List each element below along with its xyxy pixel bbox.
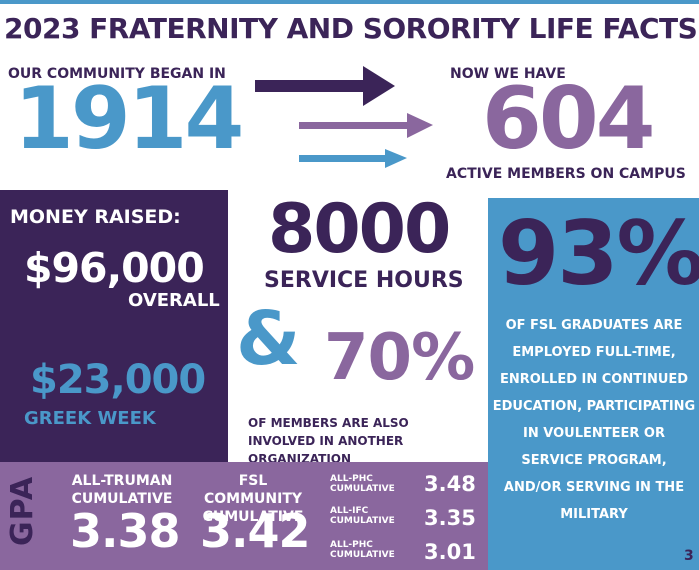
- page-title: 2023 FRATERNITY AND SORORITY LIFE FACTS: [4, 12, 698, 45]
- graduates-panel: [488, 198, 699, 570]
- gpa-row-label-line: ALL-IFC: [330, 506, 369, 516]
- gpa-row-value: 3.35: [424, 506, 476, 530]
- gpa-row-label-line: ALL-PHC: [330, 540, 373, 550]
- gpa-fsl-label: FSL COMMUNITY CUMULATIVE: [202, 473, 304, 525]
- money-raised-panel: [0, 190, 228, 462]
- involved-label: OF MEMBERS ARE ALSO INVOLVED IN ANOTHER …: [248, 416, 409, 466]
- members-label-top: NOW WE HAVE: [450, 66, 566, 82]
- gpa-row-label: ALL-PHC CUMULATIVE: [330, 540, 395, 560]
- money-overall-amount: $96,000: [24, 244, 205, 292]
- money-raised-heading: MONEY RAISED:: [10, 206, 181, 228]
- gpa-row-value: 3.01: [424, 540, 476, 564]
- gpa-row-label-line: CUMULATIVE: [330, 516, 395, 526]
- involved-percent: 70%: [324, 321, 475, 395]
- arrows-graphic: [255, 66, 433, 168]
- money-overall-label: OVERALL: [128, 290, 220, 311]
- gpa-truman-value: 3.38: [70, 504, 180, 558]
- page-number: 3: [684, 548, 694, 564]
- service-hours-label: SERVICE HOURS: [264, 268, 464, 293]
- money-greek-week-label: GREEK WEEK: [24, 408, 156, 429]
- graduates-label: OF FSL GRADUATES ARE EMPLOYED FULL-TIME,…: [492, 318, 696, 522]
- gpa-fsl-value: 3.42: [200, 504, 310, 558]
- gpa-row-label-line: ALL-PHC: [330, 474, 373, 484]
- top-accent-bar: [0, 0, 699, 4]
- service-hours-number: 8000: [268, 190, 451, 269]
- arrow-right-icon: [299, 149, 407, 168]
- ampersand: &: [236, 296, 301, 382]
- gpa-side-label: GPA: [5, 475, 40, 546]
- members-count: 604: [482, 69, 656, 169]
- gpa-panel: [0, 462, 488, 570]
- members-label-bottom: ACTIVE MEMBERS ON CAMPUS: [446, 166, 686, 182]
- founded-label: OUR COMMUNITY BEGAN IN: [8, 66, 226, 82]
- arrow-right-icon: [255, 66, 395, 106]
- gpa-row-label-line: CUMULATIVE: [330, 484, 395, 494]
- founded-year: 1914: [14, 69, 244, 169]
- graduates-percent: 93%: [498, 202, 699, 305]
- gpa-row-value: 3.48: [424, 472, 476, 496]
- arrow-right-icon: [299, 113, 433, 138]
- gpa-truman-label: ALL-TRUMAN CUMULATIVE: [71, 473, 173, 507]
- money-greek-week-amount: $23,000: [30, 357, 206, 403]
- gpa-row-label-line: CUMULATIVE: [330, 550, 395, 560]
- gpa-row-label: ALL-PHC CUMULATIVE: [330, 474, 395, 494]
- gpa-row-label: ALL-IFC CUMULATIVE: [330, 506, 395, 526]
